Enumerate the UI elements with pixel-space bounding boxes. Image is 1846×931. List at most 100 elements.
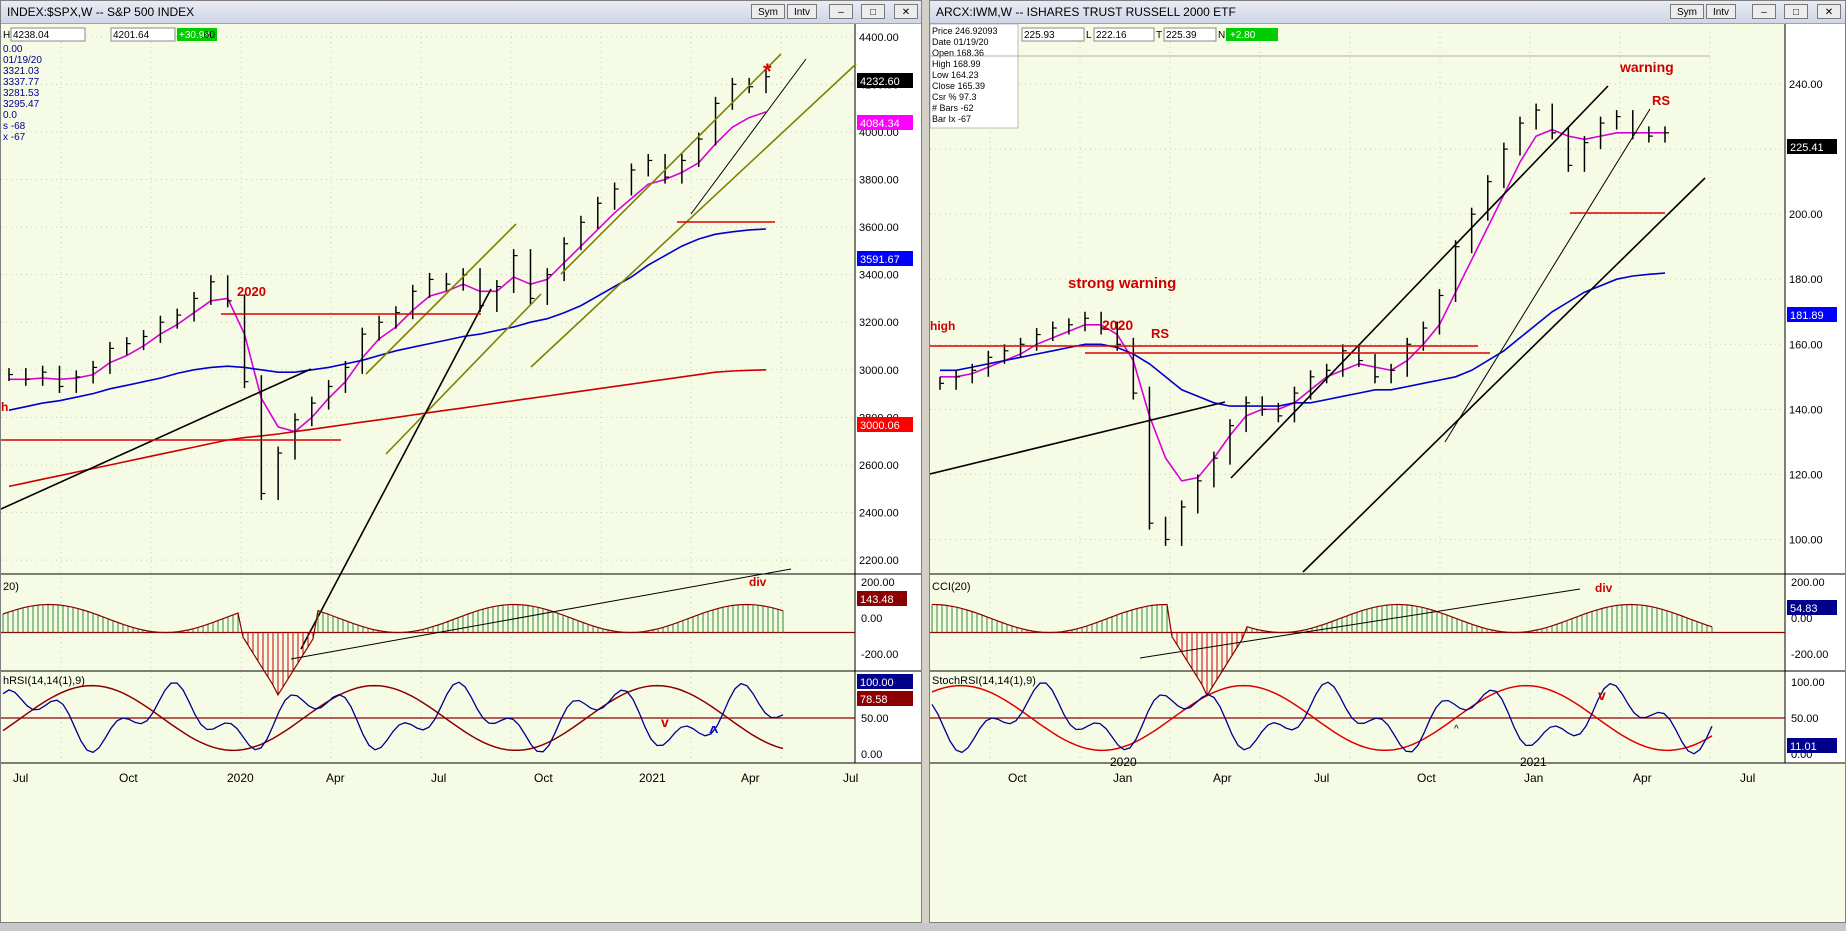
data-window-line: x -67 <box>3 132 26 143</box>
spx-title-bar[interactable]: INDEX:$SPX,W -- S&P 500 INDEX Sym Intv –… <box>1 1 921 24</box>
price-tick-label: 100.00 <box>1789 534 1823 546</box>
stoch-badge-fast-bg <box>857 674 913 689</box>
channel-lower-line <box>1302 177 1706 573</box>
channel-old-upper <box>365 223 517 375</box>
sym-button[interactable]: Sym <box>1670 4 1704 19</box>
header-box <box>110 27 176 42</box>
annotation-div: div <box>1595 581 1613 595</box>
data-window-line: 01/19/20 <box>3 55 42 66</box>
price-badge: 225.41 <box>1790 142 1824 154</box>
price-panel-bg <box>930 24 1785 572</box>
cci-tick-label: -200.00 <box>1791 649 1828 661</box>
header-value-1: 225.93 <box>1024 30 1055 41</box>
spx-chart-window[interactable]: INDEX:$SPX,W -- S&P 500 INDEX Sym Intv –… <box>0 0 922 923</box>
header-box <box>10 27 86 42</box>
time-axis-label: Oct <box>1008 771 1027 785</box>
time-axis-label: 2021 <box>639 771 666 785</box>
price-tick-label: 3000.00 <box>859 365 899 377</box>
price-badge-bg <box>857 115 913 130</box>
spx-chart-canvas[interactable]: 4400.004200.004000.003800.003600.003400.… <box>1 24 921 922</box>
data-window-line: Close 165.39 <box>932 81 985 91</box>
trendline-2019 <box>1 368 312 510</box>
header-change-bg <box>177 28 217 41</box>
iwm-chart-window[interactable]: ARCX:IWM,W -- ISHARES TRUST RUSSELL 2000… <box>929 0 1846 923</box>
trendline-2019 <box>930 401 1226 475</box>
time-axis-label: Oct <box>119 771 138 785</box>
price-tick-label: 240.00 <box>1789 79 1823 91</box>
header-change-bg <box>1226 28 1278 41</box>
maximize-button[interactable]: □ <box>1784 4 1808 19</box>
price-axis-bg <box>855 24 921 764</box>
stoch-fast-line <box>931 681 1713 755</box>
price-tick-label: 3600.00 <box>859 222 899 234</box>
price-tick-label: 140.00 <box>1789 404 1823 416</box>
data-window-line: Price 246.92093 <box>932 26 998 36</box>
stoch-slow-line <box>2 684 784 752</box>
stoch-label: StochRSI(14,14(1),9) <box>932 675 1036 687</box>
price-badge: 3591.67 <box>860 254 900 266</box>
iwm-window-title: ARCX:IWM,W -- ISHARES TRUST RUSSELL 2000… <box>936 5 1236 19</box>
window-separator[interactable] <box>922 0 929 923</box>
cci-divergence-line <box>1139 588 1581 659</box>
header-t-label: T <box>1156 30 1162 41</box>
stoch-tick-label: 100.00 <box>1791 677 1825 689</box>
channel-upper-line <box>1230 85 1609 479</box>
stoch-badge-fast: 100.00 <box>860 677 894 689</box>
price-badge-bg <box>1787 139 1837 154</box>
minimize-button[interactable]: – <box>829 4 853 19</box>
data-window-line: Low 164.23 <box>932 70 979 80</box>
stoch-fast-line <box>2 681 784 754</box>
data-window-line: Bar Ix -67 <box>932 114 971 124</box>
data-window-bg <box>930 24 1019 129</box>
time-axis-label: Jul <box>1314 771 1329 785</box>
time-axis-label: Apr <box>1633 771 1652 785</box>
status-strip <box>0 923 1846 931</box>
data-window-line: 0.0 <box>3 110 17 121</box>
data-window-line: 3281.53 <box>3 88 40 99</box>
stoch-badge-slow: 78.58 <box>860 694 888 706</box>
annotation-rs: RS <box>1151 326 1169 341</box>
price-tick-label: 4400.00 <box>859 32 899 44</box>
price-badge: 181.89 <box>1790 310 1824 322</box>
price-tick-label: 180.00 <box>1789 274 1823 286</box>
annotation-rs-top: RS <box>1652 93 1670 108</box>
data-window-line: Open 168.36 <box>932 48 984 58</box>
header-n-label: N <box>1218 30 1225 41</box>
close-button[interactable]: ✕ <box>1817 4 1841 19</box>
cci-divergence-line <box>290 568 792 660</box>
price-badge-bg <box>857 251 913 266</box>
cci-tick-label: 0.00 <box>861 613 882 625</box>
ma-line-slow-MA <box>8 369 767 488</box>
data-window-line: High 168.99 <box>932 59 981 69</box>
cci-badge-bg <box>1787 600 1837 615</box>
intv-button[interactable]: Intv <box>787 4 817 19</box>
cci-badge-bg <box>857 591 907 606</box>
maximize-button[interactable]: □ <box>861 4 885 19</box>
channel-lower-line <box>530 63 857 368</box>
spx-window-title: INDEX:$SPX,W -- S&P 500 INDEX <box>7 5 195 19</box>
cci-line <box>931 603 1713 697</box>
intv-button[interactable]: Intv <box>1706 4 1736 19</box>
price-badge: 3000.06 <box>860 420 900 432</box>
channel-old-lower <box>385 293 542 455</box>
time-axis-label: Jul <box>431 771 446 785</box>
close-button[interactable]: ✕ <box>894 4 918 19</box>
data-window-line: # Bars -62 <box>932 103 974 113</box>
sym-button[interactable]: Sym <box>751 4 785 19</box>
minimize-button[interactable]: – <box>1752 4 1776 19</box>
price-badge-bg <box>1787 307 1837 322</box>
cci-label: CCI(20) <box>932 581 971 593</box>
price-tick-label: 2400.00 <box>859 508 899 520</box>
data-window-line: 3337.77 <box>3 77 40 88</box>
iwm-chart-canvas[interactable]: 240.00220.00200.00180.00160.00140.00120.… <box>930 24 1845 922</box>
header-box <box>1093 27 1155 42</box>
header-change-value: +2.80 <box>1230 30 1256 41</box>
iwm-title-bar[interactable]: ARCX:IWM,W -- ISHARES TRUST RUSSELL 2000… <box>930 1 1845 24</box>
time-axis-label: Jul <box>1740 771 1755 785</box>
header-value-2: 222.16 <box>1096 30 1127 41</box>
annotation-v: v <box>661 714 669 730</box>
cci-tick-label: 200.00 <box>1791 577 1825 589</box>
annotation-h: h <box>1 400 8 414</box>
annotation-2020: 2020 <box>237 284 266 299</box>
price-badge-bg <box>857 417 913 432</box>
